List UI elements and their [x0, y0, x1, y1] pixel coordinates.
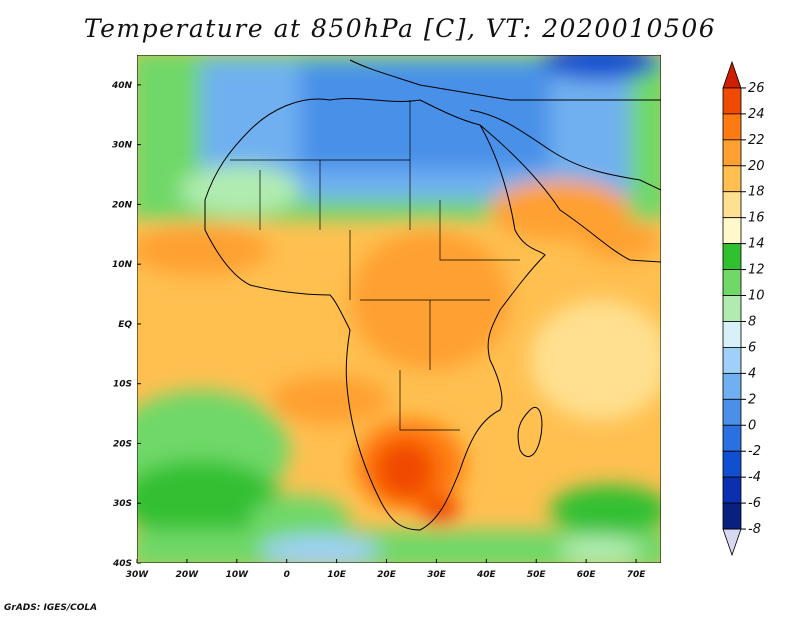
colorbar-level-label: 4: [748, 366, 756, 381]
lon-label: 20W: [176, 570, 200, 580]
colorbar-level-label: 12: [748, 263, 765, 278]
colorbar-swatch: [722, 191, 742, 219]
colorbar-swatch: [722, 139, 742, 167]
colorbar-swatch: [722, 398, 742, 426]
lon-label: 30W: [126, 570, 150, 580]
colorbar-swatch: [722, 295, 742, 322]
colorbar-swatch: [722, 269, 742, 296]
lon-label: 10W: [226, 570, 250, 580]
lon-label: 0: [284, 570, 290, 580]
colorbar-level-label: 8: [748, 314, 756, 329]
temperature-field: [137, 55, 661, 563]
lat-label: 40N: [111, 81, 133, 91]
colorbar-swatch: [722, 476, 742, 504]
colorbar-level-label: 6: [748, 340, 756, 355]
colorbar-level-label: 26: [748, 81, 765, 96]
longitude-labels: 30W 20W 10W 0 10E 20E 30E 40E 50E 60E 70E: [126, 559, 646, 580]
colorbar-level-label: 14: [748, 237, 765, 252]
lon-label: 60E: [577, 570, 597, 580]
lon-label: 50E: [527, 570, 547, 580]
lat-label: 30N: [112, 141, 133, 151]
colorbar-level-label: -6: [748, 496, 761, 511]
colorbar-level-label: 2: [748, 392, 756, 407]
colorbar-level-label: 0: [748, 418, 756, 433]
colorbar-level-label: 16: [748, 211, 765, 226]
lat-label: 20S: [113, 439, 132, 449]
lon-label: 30E: [427, 570, 447, 580]
latitude-labels: 40N 30N 20N 10N EQ 10S 20S 30S 40S: [111, 81, 141, 569]
colorbar-swatch: [722, 113, 742, 141]
colorbar-level-label: 10: [748, 289, 765, 304]
credit-text: GrADS: IGES/COLA: [4, 603, 98, 613]
lon-label: 70E: [627, 570, 647, 580]
colorbar-swatch: [722, 347, 742, 374]
colorbar-swatch: [722, 243, 742, 270]
lat-label: 10S: [113, 380, 132, 390]
colorbar-level-label: -2: [748, 444, 761, 459]
lon-label: 10E: [327, 570, 347, 580]
colorbar-swatch: [722, 217, 742, 245]
lat-label: 40S: [112, 559, 132, 569]
map-title: Temperature at 850hPa [C], VT: 202001050…: [83, 14, 717, 43]
colorbar-swatch: [722, 372, 742, 400]
colorbar-level-label: 18: [748, 185, 765, 200]
colorbar-level-label: -8: [748, 522, 761, 537]
colorbar-level-label: 22: [748, 133, 765, 148]
colorbar-level-label: -4: [748, 470, 761, 485]
colorbar-swatch: [722, 321, 742, 348]
colorbar-bottom-arrow: [722, 528, 742, 557]
colorbar-swatch: [722, 87, 742, 115]
colorbar: [722, 60, 746, 557]
lon-label: 40E: [476, 570, 497, 580]
colorbar-swatch: [722, 450, 742, 478]
colorbar-level-label: 20: [748, 159, 765, 174]
lat-label: EQ: [118, 320, 132, 330]
colorbar-swatch: [722, 424, 742, 452]
colorbar-swatch: [722, 502, 742, 530]
colorbar-top-arrow: [722, 60, 742, 89]
colorbar-level-label: 24: [748, 107, 765, 122]
coastlines: [204, 59, 661, 531]
colorbar-swatch: [722, 165, 742, 193]
lon-label: 20E: [377, 570, 397, 580]
lat-label: 20N: [112, 200, 133, 210]
lat-label: 10N: [112, 260, 133, 270]
lat-label: 30S: [113, 499, 132, 509]
